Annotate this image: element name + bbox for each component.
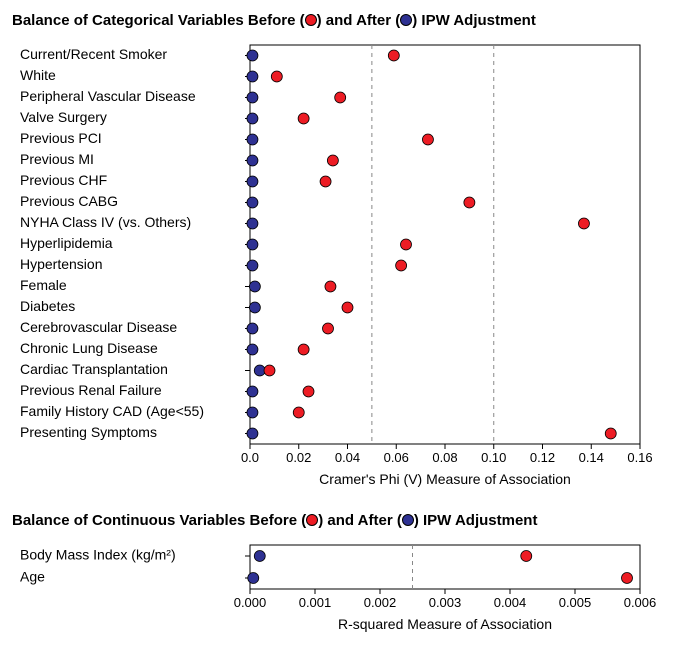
before-marker	[323, 323, 334, 334]
after-marker	[247, 323, 258, 334]
x-tick-label: 0.12	[530, 450, 555, 465]
before-marker	[422, 134, 433, 145]
before-marker	[388, 50, 399, 61]
title-text-1: Balance of Categorical Variables Before …	[12, 12, 305, 29]
x-tick-label: 0.04	[335, 450, 360, 465]
categorical-balance-chart: 0.0 0.02 0.04 0.06 0.08 0.10 0.12 0.14 0.16 Crame…	[12, 35, 656, 494]
x-tick-label: 0.06	[384, 450, 409, 465]
row-label: Previous MI	[20, 151, 94, 167]
after-marker	[247, 134, 258, 145]
x-tick-label: 0.16	[627, 450, 652, 465]
row-label: Diabetes	[20, 298, 75, 314]
row-label: Previous Renal Failure	[20, 382, 162, 398]
before-marker	[271, 71, 282, 82]
row-label: Hyperlipidemia	[20, 235, 113, 251]
after-marker	[247, 260, 258, 271]
after-marker	[247, 197, 258, 208]
before-marker	[335, 92, 346, 103]
title-text-1: Balance of Continuous Variables Before (	[12, 512, 306, 529]
row-label: Age	[20, 569, 45, 585]
after-marker	[247, 92, 258, 103]
x-tick-label: 0.0	[241, 450, 259, 465]
x-tick-label: 0.02	[286, 450, 311, 465]
row-label: NYHA Class IV (vs. Others)	[20, 214, 191, 230]
before-marker	[298, 113, 309, 124]
row-label: Previous PCI	[20, 130, 102, 146]
after-marker	[247, 218, 258, 229]
row-label: Cardiac Transplantation	[20, 361, 168, 377]
x-tick-label: 0.14	[579, 450, 604, 465]
categorical-balance-panel: Balance of Categorical Variables Before …	[12, 12, 666, 494]
before-marker-icon	[306, 514, 318, 526]
continuous-balance-chart: 0.000 0.001 0.002 0.003 0.004 0.005 0.006 R-squ…	[12, 535, 656, 639]
after-marker	[249, 281, 260, 292]
before-marker	[327, 155, 338, 166]
before-marker	[401, 239, 412, 250]
row-label: Family History CAD (Age<55)	[20, 403, 204, 419]
x-tick-label: 0.08	[432, 450, 457, 465]
row-label: Valve Surgery	[20, 109, 107, 125]
x-tick-label: 0.005	[559, 595, 592, 610]
after-marker	[248, 573, 259, 584]
after-marker	[247, 407, 258, 418]
after-marker	[249, 302, 260, 313]
x-tick-label: 0.001	[299, 595, 332, 610]
row-label: White	[20, 67, 56, 83]
before-marker	[298, 344, 309, 355]
row-label: Peripheral Vascular Disease	[20, 88, 196, 104]
after-marker-icon	[402, 514, 414, 526]
after-marker	[247, 113, 258, 124]
after-marker	[247, 428, 258, 439]
row-label: Cerebrovascular Disease	[20, 319, 177, 335]
before-marker	[342, 302, 353, 313]
x-tick-label: 0.003	[429, 595, 462, 610]
before-marker	[464, 197, 475, 208]
before-marker	[521, 551, 532, 562]
title-text-3: ) IPW Adjustment	[414, 512, 538, 529]
categorical-chart-title: Balance of Categorical Variables Before …	[12, 12, 666, 29]
after-marker	[247, 239, 258, 250]
row-label: Previous CABG	[20, 193, 118, 209]
after-marker	[254, 551, 265, 562]
after-marker	[247, 71, 258, 82]
after-marker	[247, 50, 258, 61]
title-text-3: ) IPW Adjustment	[412, 12, 536, 29]
before-marker	[320, 176, 331, 187]
x-tick-label: 0.006	[624, 595, 656, 610]
row-label: Hypertension	[20, 256, 103, 272]
after-marker	[247, 386, 258, 397]
before-marker	[605, 428, 616, 439]
after-marker	[247, 176, 258, 187]
row-label: Presenting Symptoms	[20, 424, 157, 440]
before-marker	[303, 386, 314, 397]
before-marker	[264, 365, 275, 376]
x-tick-label: 0.002	[364, 595, 397, 610]
row-label: Chronic Lung Disease	[20, 340, 158, 356]
continuous-chart-title: Balance of Continuous Variables Before (…	[12, 512, 666, 529]
x-tick-label: 0.004	[494, 595, 527, 610]
before-marker-icon	[305, 14, 317, 26]
row-label: Female	[20, 277, 67, 293]
after-marker	[247, 155, 258, 166]
x-tick-label: 0.000	[234, 595, 267, 610]
x-axis-title: R-squared Measure of Association	[338, 616, 552, 632]
title-text-2: ) and After (	[318, 512, 402, 529]
before-marker	[325, 281, 336, 292]
before-marker	[396, 260, 407, 271]
before-marker	[622, 573, 633, 584]
continuous-balance-panel: Balance of Continuous Variables Before (…	[12, 512, 666, 639]
x-axis-title: Cramer's Phi (V) Measure of Association	[319, 471, 571, 487]
row-label: Previous CHF	[20, 172, 107, 188]
x-tick-label: 0.10	[481, 450, 506, 465]
title-text-2: ) and After (	[317, 12, 401, 29]
row-label: Body Mass Index (kg/m²)	[20, 547, 176, 563]
after-marker-icon	[400, 14, 412, 26]
before-marker	[578, 218, 589, 229]
before-marker	[293, 407, 304, 418]
after-marker	[247, 344, 258, 355]
row-label: Current/Recent Smoker	[20, 46, 167, 62]
